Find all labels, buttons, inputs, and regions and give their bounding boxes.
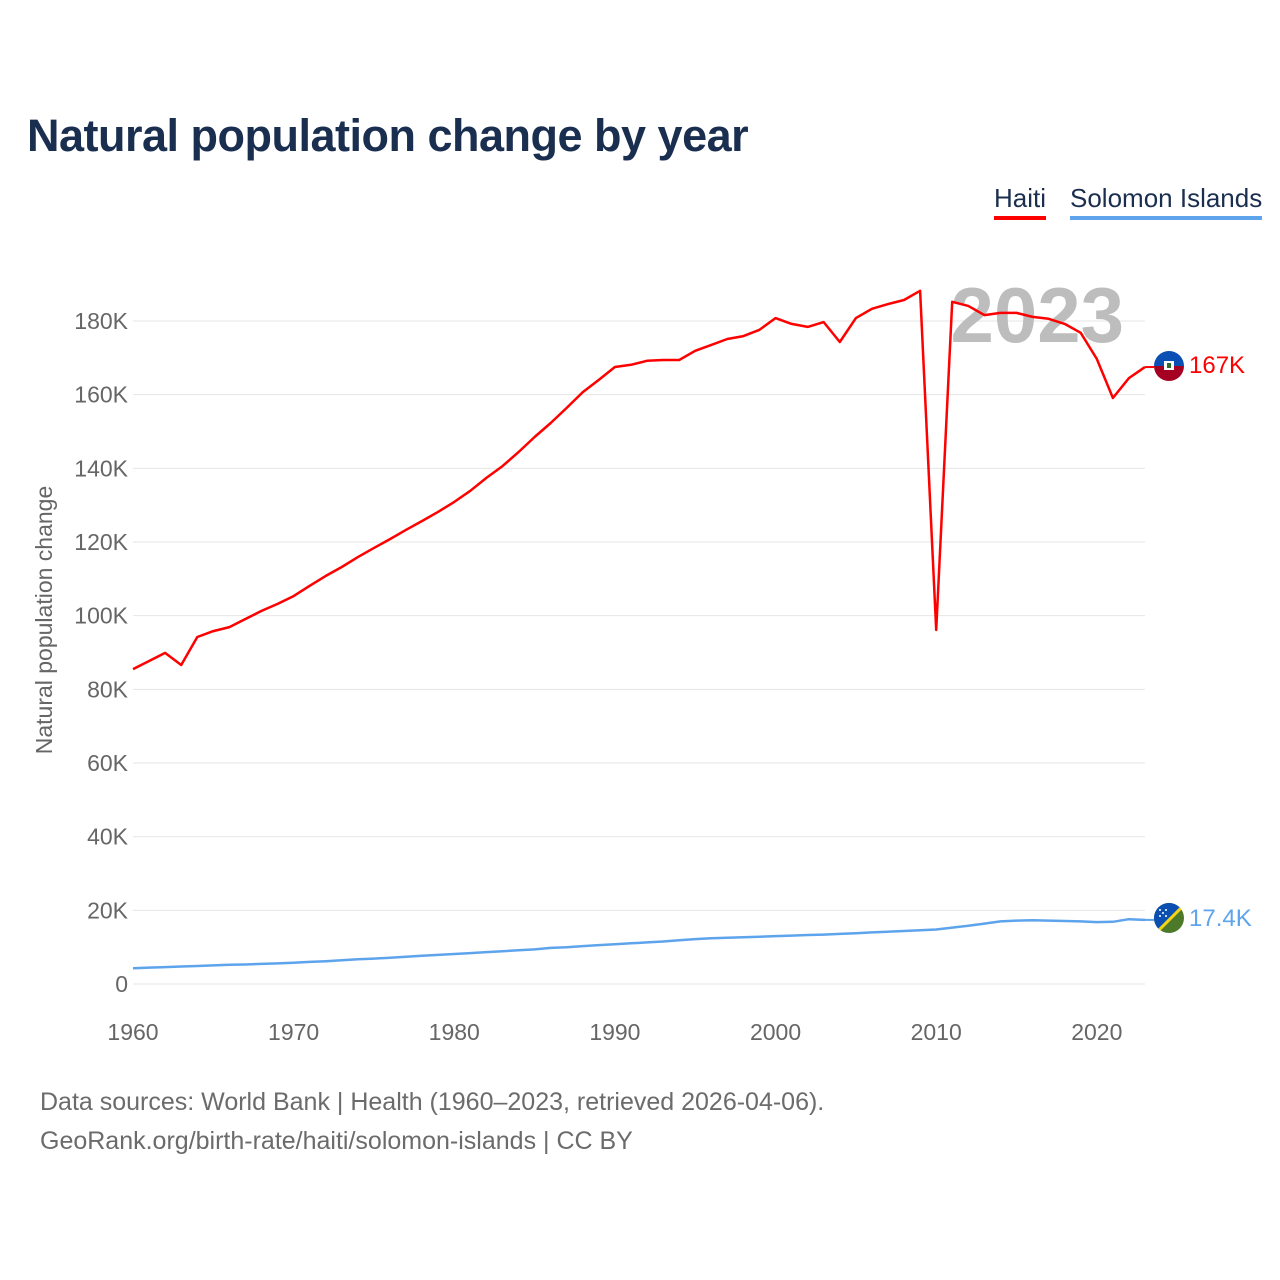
- y-tick-label: 180K: [74, 308, 128, 334]
- data-sources-note: Data sources: World Bank | Health (1960–…: [40, 1088, 825, 1116]
- y-tick-label: 20K: [87, 897, 129, 923]
- solomon-islands-flag-icon: [1154, 903, 1184, 933]
- haiti-flag-icon: [1154, 351, 1184, 381]
- x-tick-label: 2020: [1071, 1019, 1122, 1045]
- x-tick-label: 1970: [268, 1019, 319, 1045]
- y-tick-label: 0: [115, 971, 128, 997]
- credit-link[interactable]: GeoRank.org/birth-rate/haiti/solomon-isl…: [40, 1127, 633, 1155]
- y-tick-label: 100K: [74, 603, 128, 629]
- y-tick-label: 80K: [87, 676, 129, 702]
- y-tick-label: 40K: [87, 824, 129, 850]
- y-tick-label: 120K: [74, 529, 128, 555]
- haiti-end-label: 167K: [1189, 352, 1245, 379]
- y-tick-label: 160K: [74, 382, 128, 408]
- year-watermark: 2023: [950, 271, 1124, 359]
- x-tick-label: 1990: [589, 1019, 640, 1045]
- chart-title: Natural population change by year: [27, 110, 749, 161]
- y-axis-label: Natural population change: [31, 486, 57, 755]
- x-tick-label: 1960: [107, 1019, 158, 1045]
- series-line-solomon-islands: [132, 917, 1146, 970]
- y-tick-label: 60K: [87, 750, 129, 776]
- x-tick-label: 2010: [911, 1019, 962, 1045]
- y-tick-label: 140K: [74, 455, 128, 481]
- legend-item-haiti[interactable]: Haiti: [994, 183, 1047, 220]
- legend-item-solomon-islands[interactable]: Solomon Islands: [1070, 183, 1263, 220]
- x-tick-label: 1980: [429, 1019, 480, 1045]
- solomon-islands-end-label: 17.4K: [1189, 905, 1252, 932]
- series-line-haiti: [132, 289, 1146, 671]
- x-tick-label: 2000: [750, 1019, 801, 1045]
